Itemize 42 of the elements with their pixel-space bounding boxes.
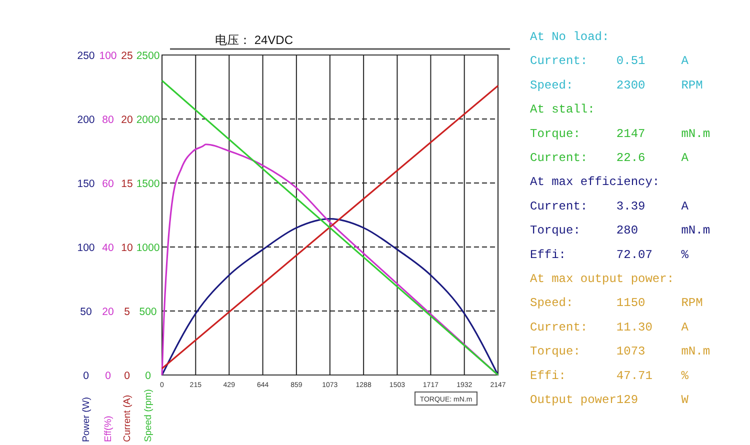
y-tick-label: 25 [121, 50, 133, 62]
text: Current: 11.30 A [530, 320, 690, 334]
y-tick-label: 1500 [136, 178, 160, 190]
y-tick-label: 20 [102, 306, 114, 318]
text: At No load: [530, 30, 610, 44]
y-tick-label: 500 [139, 306, 157, 318]
y-tick-label: 100 [77, 242, 95, 254]
y-tick-label: 80 [102, 114, 114, 126]
text: At max efficiency: [530, 175, 660, 190]
chart-title: 电压： 24VDC [215, 33, 294, 47]
text: Effi: 47.71 % [530, 368, 690, 383]
y-axis-title: Power (W) [81, 397, 92, 442]
y-tick-label: 15 [121, 178, 133, 190]
line-series [161, 218, 499, 376]
text: Effi: 72.07 % [530, 248, 690, 262]
y-tick-label: 2000 [136, 114, 160, 126]
text: Current: 0.51 A [530, 54, 690, 68]
y-tick-label: 100 [99, 50, 117, 62]
text: Speed: 2300 RPM [530, 78, 703, 92]
y-tick-label: 5 [124, 306, 130, 318]
y-tick-label: 200 [77, 114, 95, 126]
y-axis-title: Speed (rpm) [143, 389, 154, 442]
y-tick-label: 1000 [136, 242, 160, 254]
y-tick-label: 20 [121, 114, 133, 126]
text: Output power129 W [530, 393, 690, 407]
text: Torque: 1073 mN.m [530, 344, 710, 359]
y-axis-title: Current (A) [122, 395, 133, 442]
y-tick-label: 40 [102, 242, 114, 254]
y-tick-label: 250 [77, 50, 95, 62]
y-tick-label: 150 [77, 178, 95, 190]
y-tick-label: 10 [121, 242, 133, 254]
text: Torque: 2147 mN.m [530, 126, 710, 141]
y-tick-label: 60 [102, 178, 114, 190]
y-axis-title: Eff(%) [103, 416, 114, 442]
y-tick-label: 50 [80, 306, 92, 318]
text: At stall: [530, 102, 595, 117]
text: Current: 3.39 A [530, 199, 690, 214]
y-tick-label: 2500 [136, 50, 160, 62]
text: Torque: 280 mN.m [530, 224, 710, 238]
text: At max output power: [530, 272, 674, 286]
text: Current: 22.6 A [530, 151, 690, 165]
text: Speed: 1150 RPM [530, 296, 703, 310]
